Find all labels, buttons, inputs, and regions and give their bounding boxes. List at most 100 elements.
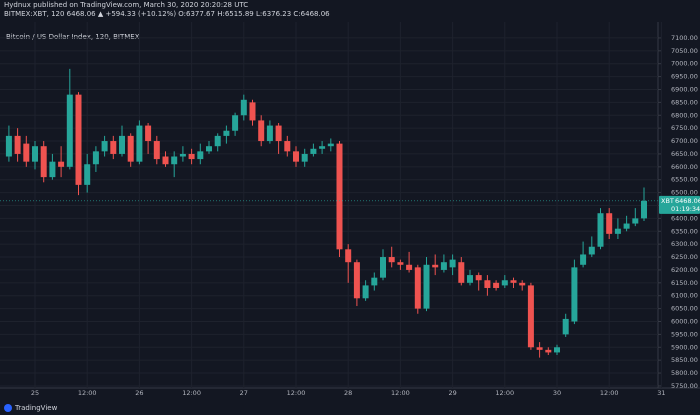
y-tick-label: 5900.00 bbox=[671, 343, 698, 351]
candle-body bbox=[597, 213, 604, 247]
y-tick-label: 6900.00 bbox=[671, 85, 698, 93]
candle-body bbox=[310, 148, 317, 154]
candle-body bbox=[84, 164, 91, 185]
footer-bar bbox=[0, 400, 700, 415]
candle-body bbox=[484, 280, 491, 288]
chart-title: Bitcoin / US Dollar Index, 120, BITMEX bbox=[6, 33, 140, 41]
candle-body bbox=[153, 141, 160, 160]
candle-body bbox=[545, 349, 552, 353]
candle-body bbox=[301, 153, 308, 162]
candle-body bbox=[623, 223, 630, 229]
x-tick-label: 12:00 bbox=[391, 389, 410, 397]
y-tick-label: 6350.00 bbox=[671, 227, 698, 235]
candle-body bbox=[527, 285, 534, 348]
logo bbox=[4, 404, 12, 412]
candle-body bbox=[440, 262, 447, 270]
candle-body bbox=[5, 135, 12, 157]
footer: TradingView bbox=[14, 404, 58, 412]
y-tick-label: 5950.00 bbox=[671, 330, 698, 338]
candle-body bbox=[510, 280, 517, 283]
candle-body bbox=[380, 257, 386, 278]
candle-body bbox=[188, 153, 195, 160]
x-tick-label: 28 bbox=[344, 389, 352, 397]
y-tick-label: 6550.00 bbox=[671, 176, 698, 184]
y-tick-label: 6250.00 bbox=[671, 253, 698, 261]
y-tick-label: 6650.00 bbox=[671, 150, 698, 158]
x-tick-label: 12:00 bbox=[600, 389, 619, 397]
candle-body bbox=[136, 125, 143, 162]
candle-body bbox=[458, 262, 465, 283]
candle-body bbox=[101, 141, 108, 152]
y-tick-label: 6150.00 bbox=[671, 279, 698, 287]
candle-body bbox=[614, 228, 621, 234]
candle-body bbox=[406, 264, 413, 270]
candle-body bbox=[240, 99, 247, 116]
candle-body bbox=[554, 347, 560, 353]
y-tick-label: 6950.00 bbox=[671, 73, 698, 81]
candle-body bbox=[75, 94, 82, 185]
candle-body bbox=[32, 146, 38, 162]
candles bbox=[5, 68, 647, 358]
candle-body bbox=[49, 161, 56, 178]
candle-body bbox=[232, 115, 239, 131]
candle-body bbox=[293, 151, 299, 162]
candle-body bbox=[249, 102, 256, 121]
y-tick-label: 6750.00 bbox=[671, 124, 698, 132]
y-tick-label: 6600.00 bbox=[671, 163, 698, 171]
candle-body bbox=[362, 285, 369, 299]
candle-body bbox=[432, 264, 439, 268]
price-label-box bbox=[659, 195, 700, 214]
countdown-label: 01:19:34 bbox=[671, 205, 700, 213]
candle-body bbox=[258, 120, 265, 142]
candle-body bbox=[92, 151, 99, 165]
candle-body bbox=[580, 254, 587, 265]
y-tick-label: 5850.00 bbox=[671, 356, 698, 364]
grid bbox=[0, 22, 662, 388]
candle-body bbox=[414, 267, 421, 309]
y-tick-label: 6050.00 bbox=[671, 305, 698, 313]
candle-body bbox=[397, 262, 404, 265]
y-tick-label: 7050.00 bbox=[671, 47, 698, 55]
candle-body bbox=[66, 94, 73, 167]
y-tick-label: 6000.00 bbox=[671, 317, 698, 325]
candle-body bbox=[14, 135, 21, 154]
y-tick-label: 6500.00 bbox=[671, 189, 698, 197]
x-tick-label: 30 bbox=[553, 389, 561, 397]
x-tick-label: 29 bbox=[448, 389, 456, 397]
y-tick-label: 6700.00 bbox=[671, 137, 698, 145]
candle-body bbox=[145, 125, 152, 142]
candle-body bbox=[467, 275, 473, 283]
y-tick-label: 5750.00 bbox=[671, 382, 698, 390]
candle-body bbox=[345, 249, 352, 263]
y-tick-label: 6100.00 bbox=[671, 292, 698, 300]
x-tick-label: 27 bbox=[240, 389, 248, 397]
candle-body bbox=[475, 275, 482, 281]
candle-body bbox=[449, 259, 456, 268]
candle-body bbox=[319, 146, 326, 149]
y-tick-label: 7000.00 bbox=[671, 60, 698, 68]
y-tick-label: 6850.00 bbox=[671, 98, 698, 106]
candle-body bbox=[266, 125, 273, 142]
symbol-label: XBT bbox=[661, 197, 674, 205]
candle-body bbox=[171, 156, 178, 165]
candle-body bbox=[327, 143, 334, 147]
x-tick-label: 12:00 bbox=[287, 389, 306, 397]
candle-body bbox=[275, 125, 282, 142]
candle-body bbox=[519, 282, 526, 286]
candle-body bbox=[127, 135, 134, 162]
x-tick-label: 26 bbox=[135, 389, 143, 397]
candle-body bbox=[110, 141, 117, 154]
candle-body bbox=[206, 146, 212, 152]
candle-body bbox=[336, 143, 343, 250]
x-tick-label: 12:00 bbox=[182, 389, 201, 397]
candle-body bbox=[536, 347, 543, 350]
candle-body bbox=[197, 151, 204, 160]
x-tick-label: 12:00 bbox=[78, 389, 97, 397]
candle-body bbox=[493, 282, 500, 288]
y-tick-label: 6200.00 bbox=[671, 266, 698, 274]
candle-body bbox=[214, 135, 221, 147]
y-tick-label: 6800.00 bbox=[671, 111, 698, 119]
